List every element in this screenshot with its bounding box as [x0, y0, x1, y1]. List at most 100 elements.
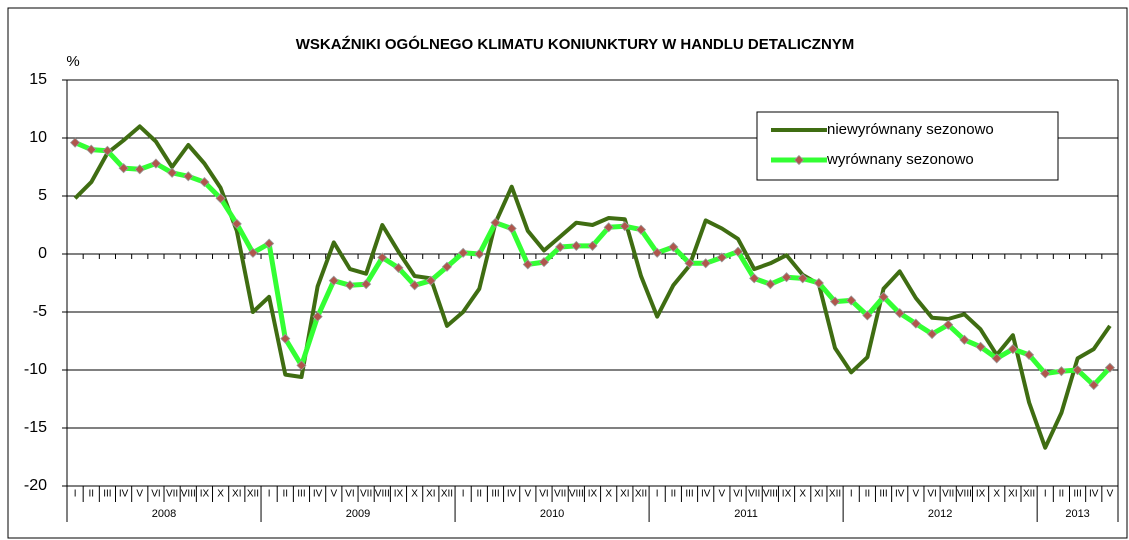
series-marker — [490, 217, 501, 228]
x-tick-label: I — [462, 489, 465, 500]
series-marker — [894, 308, 905, 319]
series-marker — [829, 296, 841, 307]
x-tick-label: XII — [635, 489, 647, 500]
x-tick-label: VI — [539, 489, 548, 500]
series-marker — [943, 319, 954, 330]
y-tick-label: 0 — [38, 245, 47, 262]
chart-border — [7, 7, 1128, 539]
x-tick-label: I — [268, 489, 271, 500]
year-label: 2013 — [1065, 508, 1089, 520]
series-marker — [668, 241, 679, 253]
series-marker — [458, 247, 469, 258]
x-tick-label: VI — [345, 489, 354, 500]
series-marker — [1007, 344, 1018, 355]
x-tick-label: III — [103, 489, 111, 500]
series-marker — [102, 145, 113, 156]
x-tick-label: VI — [927, 489, 936, 500]
x-tick-label: II — [477, 489, 483, 500]
legend-marker — [793, 154, 805, 166]
x-tick-label: XI — [426, 489, 435, 500]
x-tick-label: XII — [829, 489, 841, 500]
series-marker — [571, 240, 582, 251]
series-marker — [296, 360, 307, 371]
x-tick-label: I — [74, 489, 77, 500]
x-tick-label: IX — [588, 489, 598, 500]
series-marker — [1040, 368, 1051, 379]
legend-label: niewyrównany sezonowo — [827, 121, 994, 138]
x-tick-label: VIII — [957, 489, 972, 500]
series-marker — [1056, 366, 1067, 377]
series-marker — [975, 341, 986, 352]
series-marker — [846, 295, 857, 306]
series-marker — [1088, 380, 1099, 391]
series-marker — [215, 193, 226, 204]
x-tick-label: XII — [247, 489, 259, 500]
x-tick-label: XI — [232, 489, 241, 500]
series-marker — [425, 275, 436, 286]
series-marker — [1072, 364, 1083, 376]
series-marker — [732, 246, 744, 257]
chart-title: WSKAŹNIKI OGÓLNEGO KLIMATU KONIUNKTURY W… — [296, 35, 855, 53]
series-marker — [70, 137, 81, 148]
series-marker — [700, 258, 711, 269]
series-marker — [312, 311, 323, 322]
series-marker — [328, 275, 339, 286]
x-tick-label: IV — [507, 489, 517, 500]
year-label: 2012 — [928, 508, 952, 520]
x-tick-label: IV — [1089, 489, 1099, 500]
y-tick-label: 10 — [29, 129, 47, 146]
x-tick-label: III — [1073, 489, 1081, 500]
y-axis-label: % — [66, 53, 79, 70]
x-tick-label: II — [671, 489, 677, 500]
x-tick-label: IX — [394, 489, 404, 500]
series-marker — [506, 223, 517, 234]
x-tick-label: IX — [976, 489, 986, 500]
x-tick-label: VII — [166, 489, 178, 500]
x-tick-label: II — [865, 489, 871, 500]
series-marker — [231, 218, 242, 229]
series-marker — [441, 261, 453, 272]
x-tick-label: VIII — [763, 489, 778, 500]
x-tick-label: X — [993, 489, 1000, 500]
y-tick-label: -20 — [24, 477, 47, 494]
year-label: 2011 — [734, 508, 758, 520]
x-tick-label: VIII — [375, 489, 390, 500]
series-marker — [555, 241, 566, 253]
series-marker — [1104, 362, 1115, 373]
x-tick-label: III — [685, 489, 693, 500]
x-tick-label: VI — [733, 489, 742, 500]
y-tick-label: -15 — [24, 419, 47, 436]
x-tick-label: V — [524, 489, 531, 500]
x-tick-label: IX — [782, 489, 792, 500]
series-marker — [765, 279, 776, 290]
x-tick-label: XI — [620, 489, 629, 500]
x-tick-label: XI — [814, 489, 823, 500]
x-tick-label: II — [1059, 489, 1065, 500]
series-marker — [587, 240, 598, 251]
x-tick-label: XII — [1023, 489, 1035, 500]
series-marker — [716, 252, 727, 263]
x-tick-label: V — [913, 489, 920, 500]
series-marker — [86, 144, 97, 155]
series-marker — [910, 318, 921, 329]
x-tick-label: V — [1107, 489, 1114, 500]
x-tick-label: III — [879, 489, 887, 500]
x-tick-label: III — [491, 489, 499, 500]
x-tick-label: XII — [441, 489, 453, 500]
x-tick-label: X — [799, 489, 806, 500]
series-marker — [797, 273, 808, 284]
x-tick-label: VII — [360, 489, 372, 500]
series-marker — [167, 167, 178, 178]
x-tick-label: VII — [748, 489, 760, 500]
x-tick-label: IV — [701, 489, 711, 500]
series-line — [73, 124, 1112, 450]
series-marker — [344, 280, 356, 291]
series-marker — [619, 221, 630, 232]
series-marker — [409, 280, 420, 291]
series-marker — [199, 177, 210, 188]
year-label: 2010 — [540, 508, 564, 520]
series-marker — [1024, 349, 1035, 360]
series-marker — [878, 291, 889, 302]
year-label: 2009 — [346, 508, 370, 520]
